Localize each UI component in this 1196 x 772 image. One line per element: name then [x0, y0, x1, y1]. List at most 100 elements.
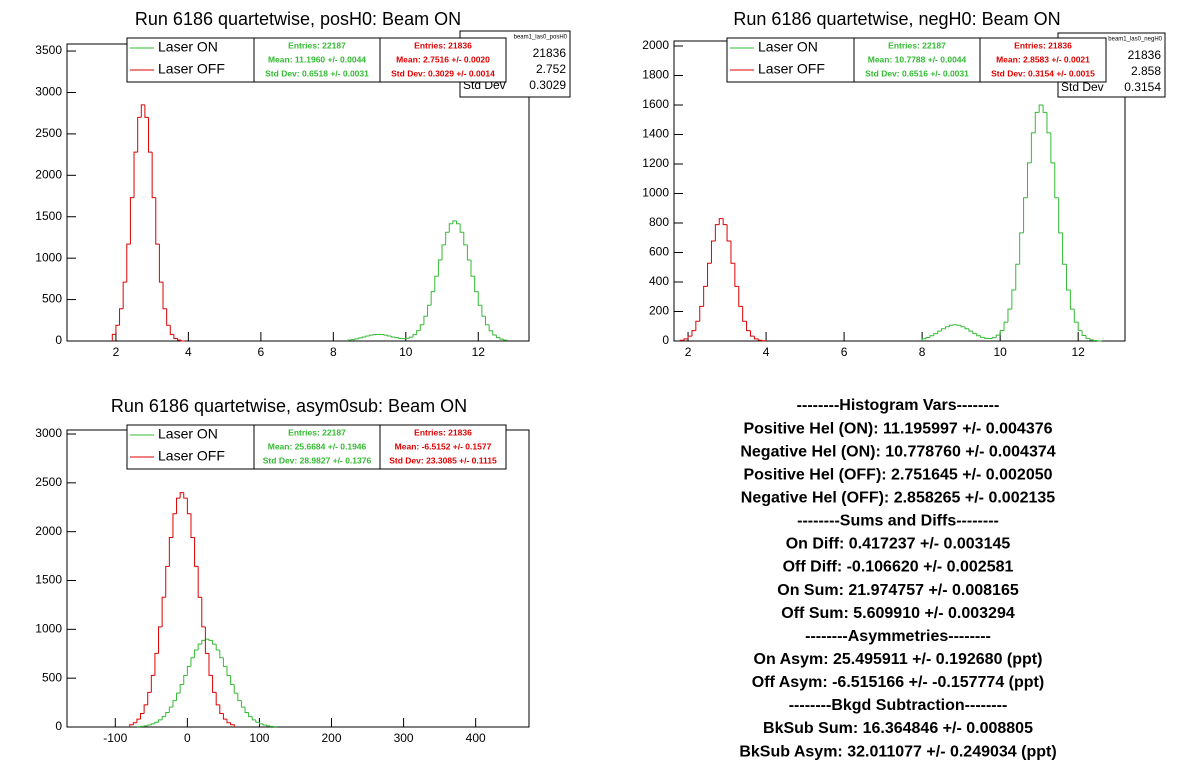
- histogram-bin: [208, 639, 213, 641]
- summary-line: Negative Hel (ON): 10.778760 +/- 0.00437…: [740, 443, 1055, 460]
- histogram-bin: [129, 724, 134, 727]
- histogram-bin: [158, 244, 164, 283]
- stats-text: Mean: 2.8583 +/- 0.0021: [996, 54, 1090, 64]
- summary-line: Off Diff: -0.106620 +/- 0.002581: [783, 559, 1014, 576]
- stats-text: Std Dev: 0.3154 +/- 0.0015: [991, 68, 1095, 78]
- histogram-bin: [165, 711, 170, 717]
- histogram-bin: [761, 340, 767, 342]
- histogram-bin: [168, 537, 173, 567]
- histogram-bin: [730, 241, 735, 264]
- histogram-bin: [204, 626, 209, 654]
- histogram-bin: [347, 339, 352, 341]
- stats-text: Entries: 22187: [888, 40, 946, 50]
- histogram-bin: [477, 291, 482, 306]
- stats-text: Std Dev: 0.6518 +/- 0.0031: [265, 68, 369, 78]
- histogram-bin: [492, 330, 497, 336]
- histogram-bin: [427, 304, 432, 317]
- histogram-bin: [1077, 322, 1083, 332]
- histogram-bin: [133, 151, 138, 198]
- histogram-bin: [119, 308, 124, 326]
- legend-label: Laser ON: [758, 39, 818, 55]
- histogram-bin: [244, 707, 249, 713]
- histogram-bin: [1054, 162, 1059, 199]
- summary-line: On Sum: 21.974757 +/- 0.008165: [777, 582, 1019, 599]
- histogram-bin: [456, 220, 461, 225]
- y-tick-label: 0: [662, 333, 669, 347]
- summary-line: Positive Hel (OFF): 2.751645 +/- 0.00205…: [743, 466, 1052, 483]
- histogram-bin: [143, 704, 148, 714]
- histogram-bin: [1065, 264, 1071, 291]
- histogram-bin: [372, 334, 377, 336]
- stats-box-title: beam1_las0_posH0: [514, 35, 568, 41]
- summary-line: BkSub Asym: 32.011077 +/- 0.249034 (ppt): [739, 743, 1056, 760]
- stats-text: Mean: -6.5152 +/- 0.1577: [395, 441, 492, 451]
- y-tick-label: 0: [55, 719, 62, 733]
- histogram-bin: [212, 675, 217, 693]
- histogram-bin: [452, 220, 457, 224]
- stats-text: Entries: 22187: [288, 427, 346, 437]
- histogram-bin: [1081, 330, 1086, 337]
- histogram-bin: [921, 338, 927, 341]
- histogram-bin: [742, 306, 747, 322]
- histogram-bin: [398, 337, 403, 339]
- x-tick-label: 12: [472, 345, 486, 359]
- histogram-bin: [150, 723, 155, 726]
- summary-line: On Asym: 25.495911 +/- 0.192680 (ppt): [754, 651, 1043, 668]
- histogram-bin: [179, 684, 184, 694]
- histogram-bin: [394, 336, 399, 339]
- y-tick-label: 1000: [642, 186, 669, 200]
- histogram-bin: [137, 116, 142, 153]
- y-tick-label: 500: [42, 670, 62, 684]
- stats-text: Entries: 21836: [1014, 40, 1072, 50]
- summary-line: Positive Hel (ON): 11.195997 +/- 0.00437…: [743, 420, 1052, 437]
- stats-panel: [379, 424, 507, 470]
- histogram-bin: [129, 197, 135, 245]
- x-tick-label: 8: [919, 345, 926, 359]
- y-tick-label: 500: [42, 292, 62, 306]
- histogram-bin: [126, 243, 131, 283]
- histogram-bin: [201, 639, 206, 645]
- histogram-bin: [158, 719, 163, 723]
- histogram-bin: [968, 328, 973, 332]
- y-tick-label: 1000: [35, 250, 62, 264]
- histogram-bin: [726, 224, 731, 242]
- histogram-bin: [746, 321, 751, 332]
- histogram-bin: [151, 152, 156, 199]
- histogram-bin: [753, 336, 759, 340]
- histogram-bin: [687, 335, 692, 339]
- histogram-bin: [248, 712, 253, 718]
- y-tick-label: 1200: [642, 156, 669, 170]
- histogram-bin: [437, 259, 443, 277]
- histogram-bin: [459, 223, 464, 233]
- histogram-bin: [179, 492, 184, 499]
- histogram-bin: [154, 652, 159, 676]
- x-tick-label: 6: [258, 345, 265, 359]
- histogram-bin: [929, 335, 934, 338]
- histogram-bin: [237, 693, 242, 702]
- histogram-bin: [194, 537, 199, 567]
- histogram-bin: [208, 653, 213, 676]
- x-tick-label: 4: [763, 345, 770, 359]
- histogram-bin: [212, 640, 217, 645]
- histogram-bin: [197, 643, 202, 651]
- stats-std: 0.3154: [1124, 80, 1161, 94]
- histogram-bin: [183, 492, 188, 499]
- histogram-bin: [699, 305, 704, 322]
- histogram-bin: [1050, 132, 1055, 164]
- histogram-bin: [201, 597, 206, 628]
- histogram-bin: [1030, 132, 1036, 163]
- histogram-bin: [226, 719, 231, 724]
- stats-std: 0.3029: [529, 78, 566, 92]
- histogram-bin: [194, 649, 199, 658]
- legend-label: Laser ON: [158, 39, 218, 55]
- x-tick-label: -100: [103, 731, 127, 745]
- histogram-bin: [222, 657, 228, 667]
- histogram-bin: [387, 335, 392, 337]
- histogram-bin: [258, 722, 264, 725]
- histogram-bin: [937, 330, 942, 334]
- chart-title: Run 6186 quartetwise, negH0: Beam ON: [733, 9, 1060, 29]
- stats-text: Entries: 22187: [288, 40, 346, 50]
- histogram-bin: [408, 336, 414, 339]
- histogram-bin: [172, 700, 177, 708]
- histogram-bin: [1085, 335, 1090, 339]
